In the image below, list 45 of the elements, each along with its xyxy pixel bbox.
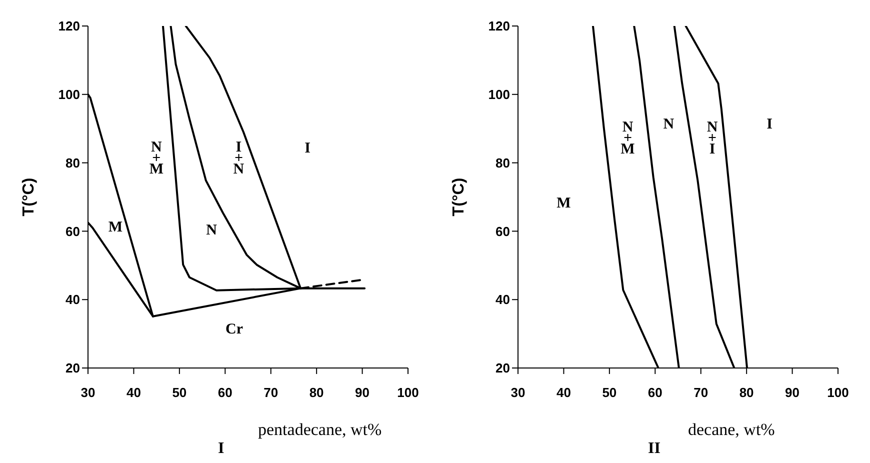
y-tick-label: 120 [58,18,80,34]
text: II [648,440,660,458]
y-tick-label: 120 [488,18,510,34]
x-tick-label: 80 [739,385,754,400]
y-tick-label: 80 [496,155,510,170]
y-tick-label: 20 [496,360,510,376]
annotation: M [108,219,123,236]
x-tick-label: 50 [602,385,617,400]
x-tick-label: 30 [510,385,526,400]
x-tick-label: 100 [397,385,419,400]
y-tick-label: 40 [496,292,510,308]
y-tick-label: 80 [66,155,80,170]
annotation: I [766,116,772,133]
annotation: N + I [706,119,718,158]
x-tick-label: 90 [785,385,800,400]
y-tick-label: 60 [66,224,80,239]
x-tick-label: 90 [355,385,370,400]
annotation: I [304,140,310,157]
y-axis-title: T(°C) [20,178,38,216]
text: I [218,440,224,458]
x-tick-label: 60 [648,385,662,400]
annotation: I + N [233,140,244,178]
y-tick-label: 40 [66,292,80,308]
y-axis-title: T(°C) [450,178,468,216]
annotation: N [663,116,674,133]
x-tick-label: 70 [694,385,708,400]
x-tick-label: 80 [309,385,324,400]
x-tick-label: 40 [556,385,571,400]
y-tick-label: 20 [66,360,80,376]
x-tick-label: 50 [172,385,187,400]
x-tick-label: 60 [218,385,232,400]
x-tick-label: 40 [126,385,141,400]
annotation: Cr [225,322,243,338]
x-tick-label: 30 [80,385,96,400]
x-tick-label: 70 [264,385,278,400]
y-tick-label: 100 [58,87,80,102]
y-tick-label: 60 [496,224,510,239]
annotation: N + M [149,140,164,178]
annotation: M [556,195,571,212]
annotation: N + M [620,119,635,158]
x-axis-title: decane, wt% [688,420,775,440]
x-axis-title: pentadecane, wt% [258,420,382,440]
x-tick-label: 100 [827,385,849,400]
annotation: N [206,222,217,239]
y-tick-label: 100 [488,87,510,102]
